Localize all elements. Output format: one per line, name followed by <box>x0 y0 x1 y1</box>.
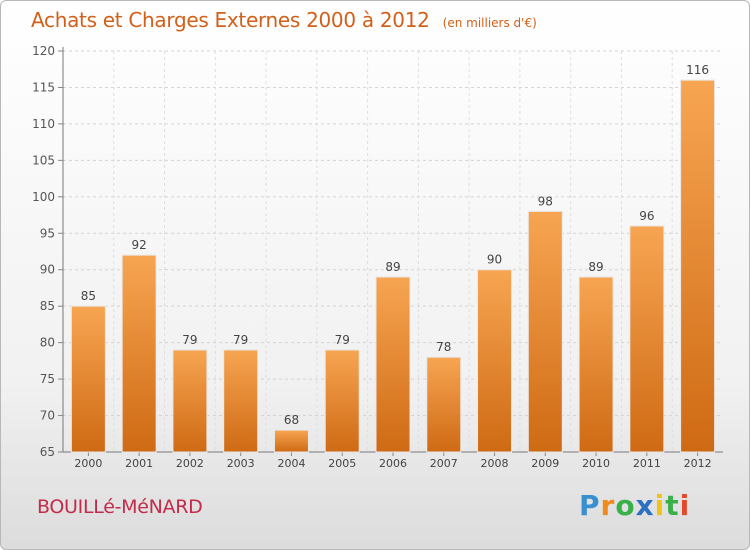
x-tick-label: 2001 <box>125 457 153 470</box>
data-label: 98 <box>538 194 553 208</box>
data-label: 79 <box>233 333 248 347</box>
data-label: 79 <box>182 333 197 347</box>
bars <box>70 79 716 453</box>
x-tick-label: 2005 <box>328 457 356 470</box>
bar-2012 <box>680 79 716 453</box>
y-tick-label: 95 <box>40 226 55 240</box>
y-tick-label: 105 <box>32 153 55 167</box>
bar-2009 <box>527 210 563 453</box>
x-tick-label: 2003 <box>227 457 255 470</box>
bar-2008 <box>477 269 513 453</box>
x-tick-label: 2000 <box>74 457 102 470</box>
x-tick-label: 2010 <box>582 457 610 470</box>
y-tick-label: 65 <box>40 445 55 459</box>
bar-2004 <box>273 429 309 453</box>
data-label: 90 <box>487 253 502 267</box>
y-tick-label: 115 <box>32 80 55 94</box>
title-row: Achats et Charges Externes 2000 à 2012 (… <box>31 8 537 32</box>
data-label: 89 <box>588 260 603 274</box>
proxiti-logo[interactable]: Proxiti <box>579 489 691 522</box>
y-tick-label: 110 <box>32 117 55 131</box>
bar-2011 <box>629 225 665 453</box>
x-tick-label: 2006 <box>379 457 407 470</box>
x-tick-label: 2012 <box>684 457 712 470</box>
data-label: 78 <box>436 340 451 354</box>
data-label: 85 <box>81 289 96 303</box>
axes: 65 70 75 80 85 90 95 100 105 110 115 120 2000 2001 200… <box>32 44 723 470</box>
bar-2000 <box>70 305 106 453</box>
data-label: 92 <box>132 238 147 252</box>
y-tick-label: 120 <box>32 44 55 58</box>
bar-2005 <box>324 349 360 453</box>
y-tick-label: 90 <box>40 263 55 277</box>
chart-title: Achats et Charges Externes 2000 à 2012 <box>31 8 430 32</box>
bar-2006 <box>375 276 411 453</box>
bar-2010 <box>578 276 614 453</box>
y-tick-label: 100 <box>32 190 55 204</box>
x-tick-label: 2011 <box>633 457 661 470</box>
x-tick-label: 2009 <box>531 457 559 470</box>
x-tick-label: 2004 <box>277 457 305 470</box>
chart-subtitle: (en milliers d'€) <box>442 16 537 30</box>
bar-2002 <box>172 349 208 453</box>
bar-2001 <box>121 254 157 453</box>
data-label: 89 <box>385 260 400 274</box>
data-labels: 85 92 79 79 68 79 89 78 90 98 89 96 116 <box>81 63 709 427</box>
bar-2007 <box>426 356 462 453</box>
y-tick-label: 75 <box>40 372 55 386</box>
y-tick-label: 85 <box>40 299 55 313</box>
x-tick-label: 2002 <box>176 457 204 470</box>
data-label: 116 <box>686 63 709 77</box>
y-tick-label: 70 <box>40 409 55 423</box>
commune-name: BOUILLé-MéNARD <box>37 496 203 518</box>
x-tick-label: 2008 <box>481 457 509 470</box>
data-label: 68 <box>284 413 299 427</box>
data-label: 96 <box>639 209 654 223</box>
x-tick-label: 2007 <box>430 457 458 470</box>
data-label: 79 <box>335 333 350 347</box>
bar-2003 <box>223 349 259 453</box>
y-tick-label: 80 <box>40 336 55 350</box>
